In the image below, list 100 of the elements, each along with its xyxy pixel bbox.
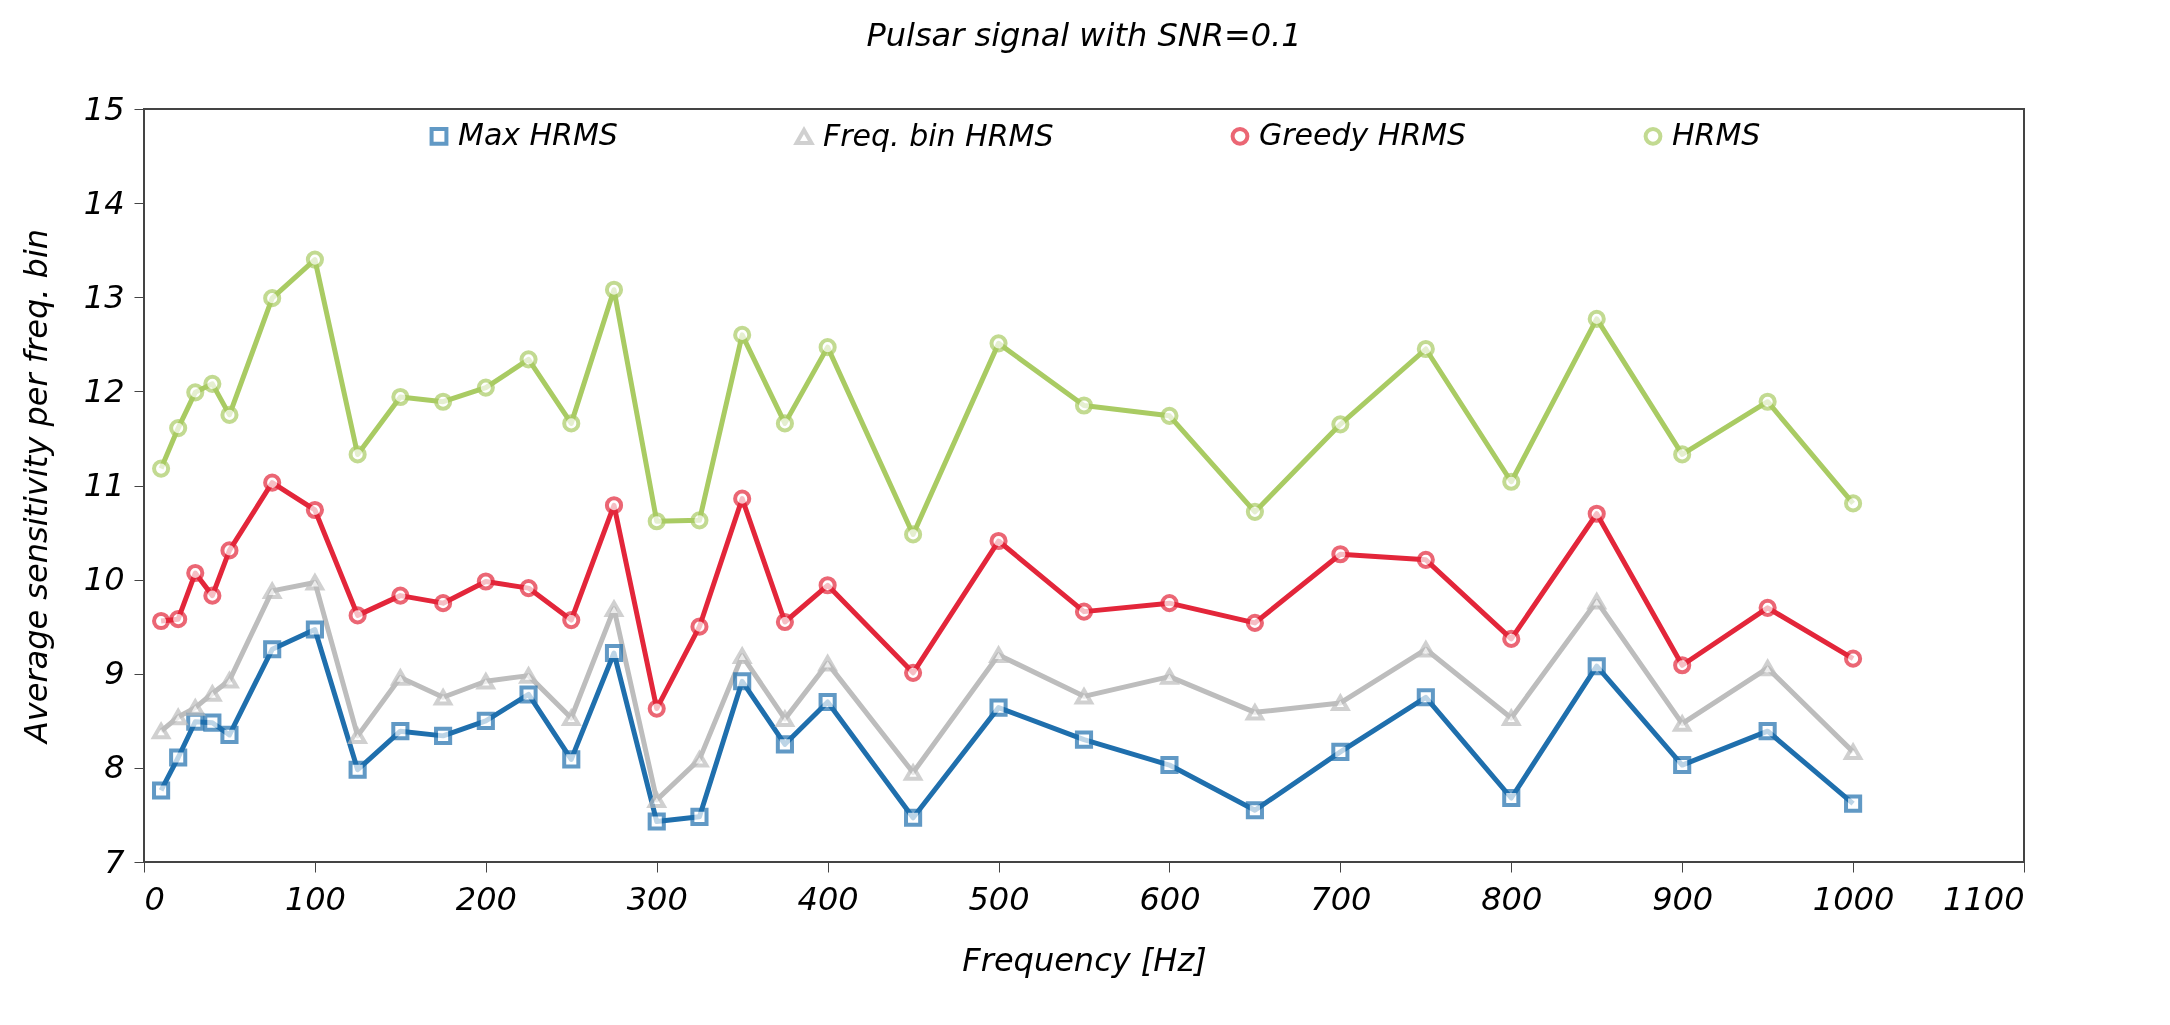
point <box>1758 659 1777 677</box>
point <box>562 611 581 630</box>
point <box>562 709 581 727</box>
point <box>220 672 239 689</box>
point <box>1245 502 1264 521</box>
x-tick-label: 500 <box>968 879 1030 918</box>
point <box>1074 602 1094 621</box>
x-axis-title: Frequency [Hz] <box>962 940 1207 979</box>
point <box>1160 594 1179 613</box>
point <box>519 579 538 598</box>
point <box>434 392 453 411</box>
point <box>904 663 923 682</box>
point <box>186 383 205 402</box>
point <box>690 511 709 530</box>
y-axis-title: Average sensitivity per freq. bin <box>16 228 55 746</box>
point <box>263 473 282 492</box>
point <box>604 643 624 663</box>
point <box>203 713 222 732</box>
point <box>434 594 453 613</box>
point <box>1502 788 1521 808</box>
point <box>1502 629 1521 648</box>
x-tick-label: 800 <box>1481 879 1543 918</box>
point <box>186 697 206 716</box>
point <box>818 338 837 357</box>
point <box>305 620 324 639</box>
point <box>434 689 453 706</box>
point <box>690 807 709 826</box>
point <box>989 698 1008 717</box>
chart-title: Pulsar signal with SNR=0.1 <box>866 16 1302 54</box>
point <box>904 808 923 827</box>
point <box>186 563 205 583</box>
y-tick-label: 8 <box>104 748 125 787</box>
point <box>519 350 538 369</box>
point <box>305 500 324 520</box>
point <box>1245 801 1264 820</box>
point <box>391 586 410 605</box>
point <box>604 280 624 299</box>
point <box>169 708 188 726</box>
point <box>1587 504 1606 523</box>
point <box>263 640 282 659</box>
point <box>1331 742 1350 761</box>
point <box>733 489 752 508</box>
x-tick-label: 0 <box>144 879 165 918</box>
point <box>1160 755 1179 775</box>
point <box>1844 494 1863 513</box>
point <box>152 611 171 631</box>
point <box>562 750 581 769</box>
x-tick-label: 700 <box>1310 879 1372 918</box>
point <box>1844 743 1863 760</box>
point <box>989 334 1008 353</box>
point <box>1160 406 1179 425</box>
point <box>348 727 367 744</box>
point <box>476 673 495 690</box>
point <box>904 525 923 544</box>
point <box>434 726 453 745</box>
point <box>1416 339 1435 359</box>
point <box>775 414 794 433</box>
point <box>1672 713 1693 732</box>
legend-label: HRMS <box>1672 117 1761 153</box>
x-tick-label: 1000 <box>1812 879 1895 918</box>
point <box>169 419 188 438</box>
point <box>1074 730 1094 749</box>
point <box>348 606 367 625</box>
point <box>1844 794 1863 813</box>
point <box>391 722 410 741</box>
point <box>220 405 239 424</box>
point <box>152 723 171 740</box>
point <box>169 748 188 767</box>
point <box>220 541 239 560</box>
point <box>775 735 794 754</box>
point <box>1587 309 1606 328</box>
point <box>305 574 324 591</box>
point <box>775 710 794 728</box>
point <box>305 250 324 269</box>
point <box>818 692 837 712</box>
point <box>1758 392 1777 411</box>
x-tick-label: 1100 <box>1943 879 2025 918</box>
point <box>904 764 923 781</box>
point <box>203 374 222 393</box>
y-tick-label: 12 <box>83 371 125 410</box>
point <box>818 655 837 672</box>
point <box>348 760 367 779</box>
y-tick-label: 13 <box>83 277 125 316</box>
x-tick-label: 600 <box>1139 879 1201 918</box>
x-tick-label: 200 <box>455 879 517 918</box>
point <box>1074 688 1094 705</box>
legend-label: Max HRMS <box>458 117 618 153</box>
point <box>1758 722 1777 741</box>
point <box>1416 550 1435 569</box>
legend-label: Greedy HRMS <box>1259 117 1467 153</box>
point <box>1587 593 1606 610</box>
point <box>647 791 666 808</box>
point <box>348 445 367 464</box>
point <box>690 617 709 636</box>
y-tick-label: 7 <box>104 842 126 881</box>
y-tick-label: 11 <box>83 466 125 504</box>
point <box>647 699 666 718</box>
point <box>203 586 222 605</box>
point <box>1587 657 1606 676</box>
point <box>818 576 837 595</box>
